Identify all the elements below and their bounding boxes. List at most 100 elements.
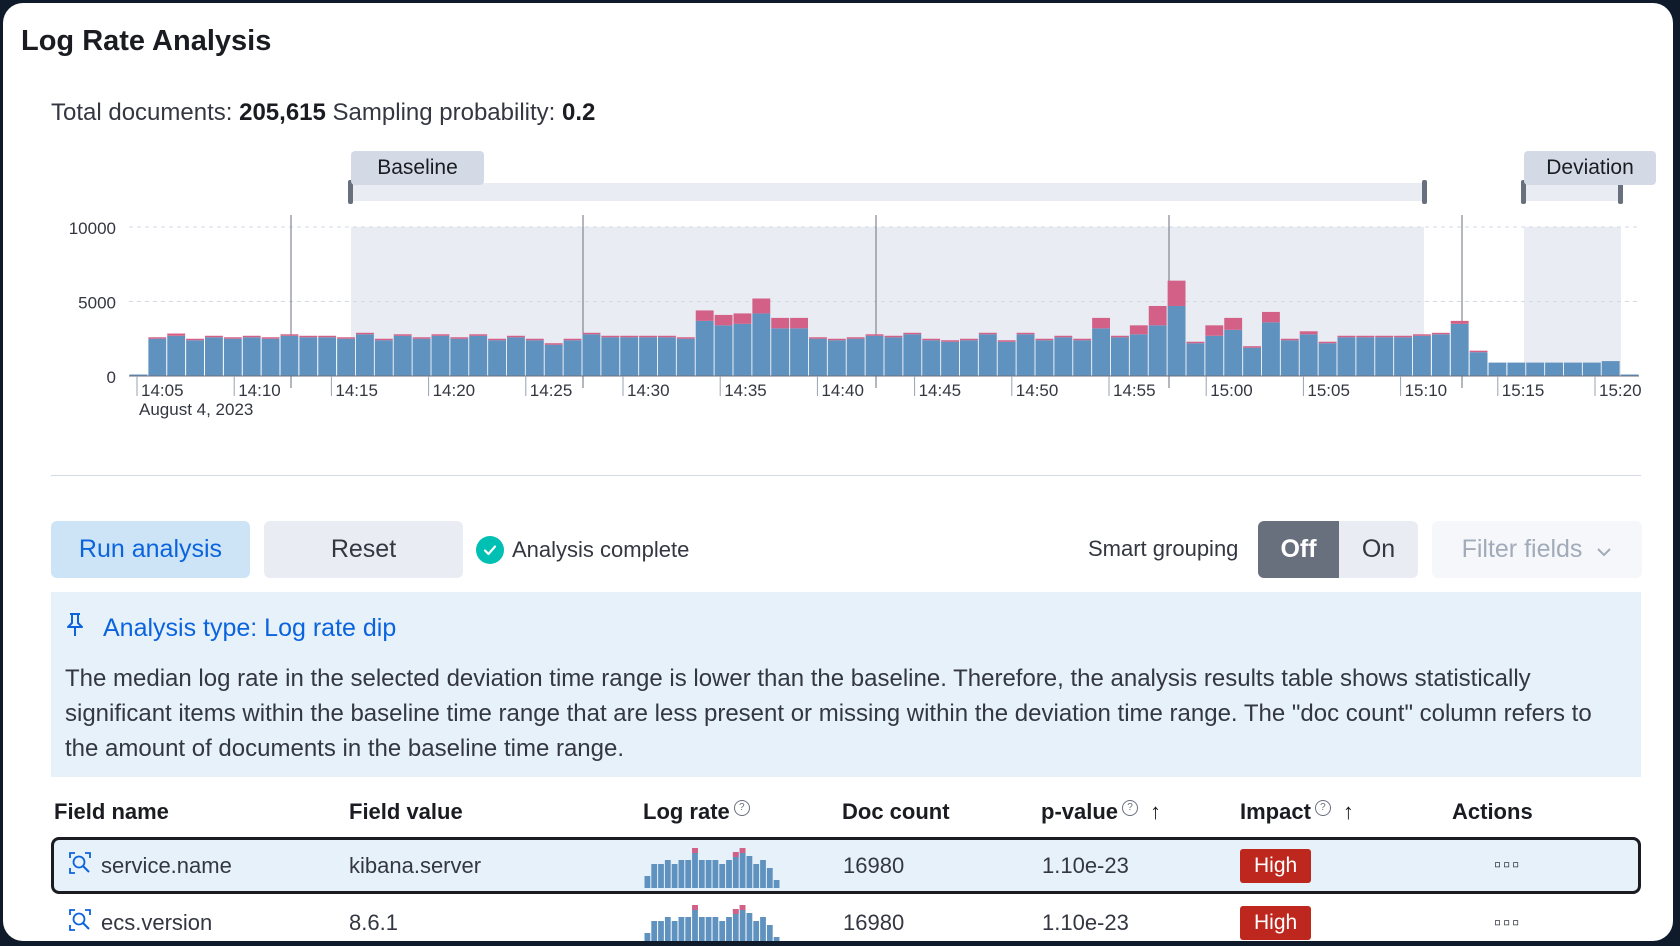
bar-stack	[1243, 346, 1261, 348]
field-name-value: ecs.version	[101, 910, 213, 935]
sparkline-bar	[671, 921, 678, 941]
x-tick-label: 14:20	[433, 381, 476, 400]
bar-stack	[544, 343, 563, 345]
x-tick-label: 14:55	[1113, 381, 1156, 400]
bar-stack	[525, 338, 544, 341]
deviation-label: Deviation	[1524, 151, 1656, 185]
bar	[1450, 323, 1469, 376]
header-impact[interactable]: Impact? ↑	[1240, 799, 1354, 825]
bar-stack	[374, 338, 393, 341]
bar-stack	[695, 310, 714, 321]
sparkline-bar	[773, 937, 780, 941]
baseline-handle-left	[348, 180, 353, 204]
sparkline-bar-highlight	[692, 847, 698, 853]
header-field-name[interactable]: Field name	[54, 799, 169, 825]
impact-cell: High	[1240, 840, 1312, 891]
actions-menu-button[interactable]: ▫▫▫	[1494, 896, 1521, 941]
x-tick-label: 14:05	[141, 381, 184, 400]
actions-menu-button[interactable]: ▫▫▫	[1494, 840, 1521, 891]
bar	[941, 341, 959, 376]
field-name-cell: ecs.version	[67, 896, 212, 941]
impact-badge: High	[1240, 848, 1312, 883]
bar-stack	[356, 332, 374, 335]
sparkline-bar	[678, 917, 685, 941]
header-actions-label: Actions	[1452, 799, 1533, 824]
sampling-probability-value: 0.2	[562, 99, 596, 126]
bar	[1243, 347, 1261, 376]
log-rate-chart[interactable]: Baseline Deviation 0 5000 10000 14:05 14:10 1…	[3, 143, 1673, 443]
bar-stack	[205, 335, 223, 338]
run-analysis-button[interactable]: Run analysis	[51, 521, 250, 578]
bar	[525, 340, 544, 376]
x-tick-label: 15:10	[1405, 381, 1448, 400]
bar	[1148, 325, 1167, 376]
bar-stack	[1262, 311, 1280, 323]
callout-title: Analysis type: Log rate dip	[103, 614, 397, 642]
bar	[1356, 337, 1375, 376]
deviation-handle-right	[1618, 180, 1623, 204]
page-title: Log Rate Analysis	[21, 25, 272, 57]
impact-badge: High	[1240, 906, 1312, 940]
analysis-type-callout: Analysis type: Log rate dip The median l…	[51, 592, 1641, 777]
bar-stack	[393, 334, 412, 336]
table-row[interactable]: service.name kibana.server 16980 1.10e-2…	[51, 837, 1641, 894]
bar-stack	[1356, 335, 1375, 338]
bar-stack	[903, 332, 922, 335]
bar	[1262, 322, 1280, 376]
total-documents-label: Total documents:	[51, 99, 233, 126]
x-tick-label: 14:50	[1016, 381, 1059, 400]
bar-stack	[978, 332, 997, 335]
table-row[interactable]: ecs.version 8.6.1 16980 1.10e-23 High ▫▫…	[51, 896, 1641, 941]
header-field-value[interactable]: Field value	[349, 799, 463, 825]
more-horizontal-icon: ▫▫▫	[1494, 854, 1522, 876]
x-tick-label: 14:30	[627, 381, 670, 400]
bar	[186, 340, 204, 376]
sparkline-bar	[651, 921, 658, 941]
bar	[393, 335, 412, 376]
bar-stack	[771, 317, 790, 329]
bar	[337, 338, 355, 376]
sparkline-bar	[760, 917, 766, 941]
bar	[1469, 352, 1488, 376]
bar-stack	[412, 337, 431, 339]
sort-arrow-icon: ↑	[1150, 799, 1162, 824]
bar	[922, 340, 941, 376]
bar-stack	[1129, 325, 1148, 335]
header-doc-count[interactable]: Doc count	[842, 799, 950, 825]
bar-stack	[639, 335, 657, 338]
bar	[733, 323, 752, 376]
bar	[431, 335, 450, 376]
bar	[129, 374, 148, 376]
smart-grouping-off-button[interactable]: Off	[1258, 521, 1339, 578]
sparkline-svg	[644, 847, 780, 888]
bar	[280, 335, 299, 376]
header-log-rate[interactable]: Log rate?	[643, 799, 750, 825]
sparkline-bar	[766, 925, 773, 941]
smart-grouping-on-button[interactable]: On	[1339, 521, 1418, 578]
bar-stack	[620, 335, 639, 338]
x-tick-label: 14:25	[530, 381, 573, 400]
y-tick-label: 0	[107, 368, 116, 387]
x-tick-label: 15:00	[1210, 381, 1253, 400]
bar-stack	[261, 337, 280, 339]
header-p-value-label: p-value	[1041, 799, 1119, 824]
bar	[167, 335, 186, 376]
bar	[1337, 337, 1356, 376]
bar-stack	[658, 335, 676, 338]
header-doc-count-label: Doc count	[842, 799, 950, 824]
bar	[450, 338, 469, 376]
bar	[261, 338, 280, 376]
bar-stack	[941, 340, 959, 342]
filter-fields-button[interactable]: Filter fields	[1432, 521, 1642, 578]
pin-icon	[65, 612, 85, 645]
bar	[507, 337, 525, 376]
bar-stack	[1413, 334, 1431, 336]
bar	[1224, 329, 1243, 376]
bar	[827, 340, 846, 376]
reset-button[interactable]: Reset	[264, 521, 463, 578]
header-impact-label: Impact	[1240, 799, 1311, 824]
bar-stack	[1224, 317, 1243, 330]
sparkline-bar	[664, 917, 671, 941]
bar	[356, 334, 374, 376]
header-p-value[interactable]: p-value? ↑	[1041, 799, 1161, 825]
